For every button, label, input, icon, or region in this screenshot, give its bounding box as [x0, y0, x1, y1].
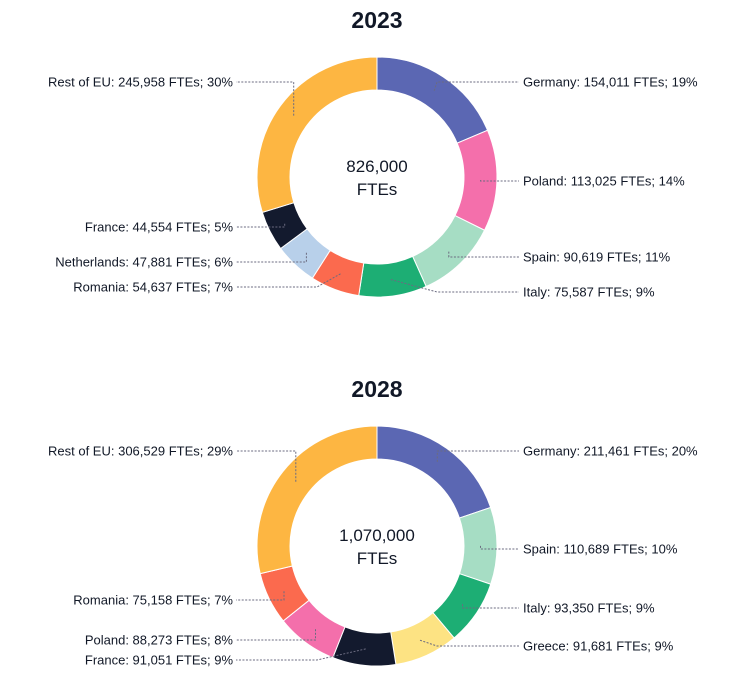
- leader-line-germany-2028: [436, 450, 519, 462]
- slice-label-poland-2028: Poland: 88,273 FTEs; 8%: [85, 633, 234, 648]
- leader-line-netherlands-2023: [236, 252, 307, 263]
- leader-line-greece-2028: [419, 639, 519, 647]
- slice-label-italy-2023: Italy: 75,587 FTEs; 9%: [523, 285, 655, 300]
- slice-poland-2023: [454, 129, 498, 231]
- slice-label-spain-2023: Spain: 90,619 FTEs; 11%: [523, 250, 671, 265]
- slice-label-germany-2023: Germany: 154,011 FTEs; 19%: [523, 75, 698, 90]
- center-total-2023: 826,000: [346, 157, 407, 176]
- donut-chart-2023: 2023 Germany: 154,011 FTEs; 19% Poland: 1…: [48, 7, 698, 300]
- chart-title-2028: 2028: [351, 376, 402, 402]
- leader-line-italy-2028: [462, 604, 519, 609]
- slice-spain-2028: [458, 506, 498, 585]
- slice-label-rest-of-eu-2023: Rest of EU: 245,958 FTEs; 30%: [48, 75, 233, 90]
- slice-label-romania-2028: Romania: 75,158 FTEs; 7%: [73, 593, 233, 608]
- leader-line-france-2023: [236, 223, 286, 228]
- leader-line-italy-2023: [390, 279, 519, 293]
- slice-label-greece-2028: Greece: 91,681 FTEs; 9%: [523, 639, 674, 654]
- slice-spain-2023: [411, 214, 486, 288]
- leader-line-rest-of-eu-2028: [236, 450, 297, 482]
- leader-line-poland-2023: [480, 180, 519, 182]
- center-unit-2023: FTEs: [357, 180, 398, 199]
- leader-line-spain-2023: [448, 251, 519, 258]
- slice-label-italy-2028: Italy: 93,350 FTEs; 9%: [523, 601, 655, 616]
- slice-label-rest-of-eu-2028: Rest of EU: 306,529 FTEs; 29%: [48, 444, 233, 459]
- slice-rest-of-eu-2028: [256, 425, 378, 575]
- slice-label-france-2028: France: 91,051 FTEs; 9%: [85, 653, 234, 668]
- chart-title-2023: 2023: [351, 7, 402, 33]
- leader-line-poland-2028: [236, 629, 316, 641]
- slice-label-netherlands-2023: Netherlands: 47,881 FTEs; 6%: [55, 255, 233, 270]
- donut-chart-2028: 2028 Germany: 211,461 FTEs; 20% Spain: 11…: [48, 376, 698, 668]
- leader-line-romania-2028: [236, 591, 285, 601]
- slice-germany-2023: [376, 56, 489, 144]
- slice-label-germany-2028: Germany: 211,461 FTEs; 20%: [523, 444, 698, 459]
- slice-rest-of-eu-2023: [256, 56, 378, 214]
- slice-label-poland-2023: Poland: 113,025 FTEs; 14%: [523, 174, 685, 189]
- leader-line-germany-2023: [433, 81, 519, 91]
- leader-line-rest-of-eu-2023: [236, 81, 295, 116]
- center-unit-2028: FTEs: [357, 549, 398, 568]
- slice-label-france-2023: France: 44,554 FTEs; 5%: [85, 220, 234, 235]
- slice-label-spain-2028: Spain: 110,689 FTEs; 10%: [523, 542, 678, 557]
- leader-line-france-2028: [236, 648, 366, 661]
- leader-line-spain-2028: [480, 545, 519, 550]
- center-total-2028: 1,070,000: [339, 526, 415, 545]
- leader-line-romania-2023: [236, 273, 341, 288]
- slice-label-romania-2023: Romania: 54,637 FTEs; 7%: [73, 280, 233, 295]
- slice-germany-2028: [376, 425, 492, 519]
